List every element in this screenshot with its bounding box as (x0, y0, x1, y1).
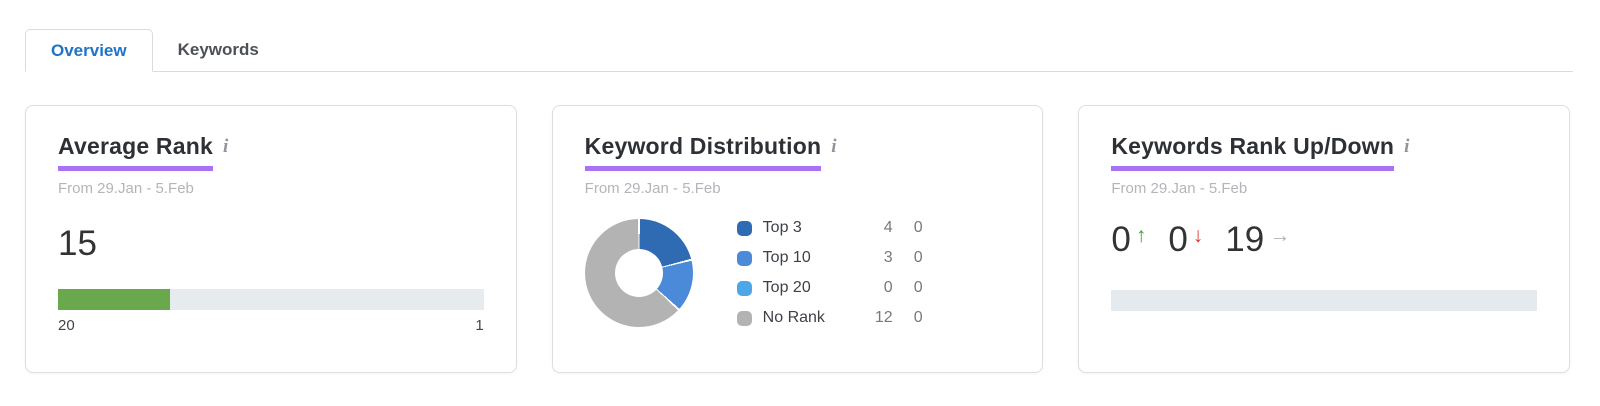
tab-keywords-label: Keywords (177, 39, 259, 59)
keywords-rank-metrics: 0 ↑ 0 ↓ 19 → (1111, 221, 1537, 259)
right-arrow-icon: → (1269, 224, 1291, 247)
keyword-distribution-donut (584, 219, 693, 327)
legend-row-top20: Top 20 0 0 (736, 278, 923, 298)
legend-label: Top 10 (762, 249, 811, 266)
average-rank-scale: 20 1 (58, 317, 484, 334)
down-value: 0 (1168, 220, 1188, 259)
average-rank-gauge-track (58, 289, 484, 310)
average-rank-title: Average Rank (58, 133, 213, 171)
tab-keywords[interactable]: Keywords (153, 28, 284, 71)
up-arrow-icon: ↑ (1135, 224, 1147, 247)
down-arrow-icon: ↓ (1192, 224, 1204, 247)
legend-label: Top 20 (762, 279, 811, 296)
tab-overview-label: Overview (51, 40, 127, 60)
info-icon[interactable]: i (831, 136, 837, 157)
legend-row-top3: Top 3 4 0 (736, 218, 923, 238)
average-rank-title-row: Average Rank i (58, 133, 484, 171)
legend-row-norank: No Rank 12 0 (736, 308, 923, 328)
legend-row-top10: Top 10 3 0 (736, 248, 923, 268)
tab-overview[interactable]: Overview (25, 29, 153, 72)
keywords-rank-date-range: From 29.Jan - 5.Feb (1111, 180, 1248, 197)
keyword-distribution-chart: Top 3 4 0 Top 10 3 0 Top 20 0 0 (584, 218, 1011, 328)
keywords-rank-card: Keywords Rank Up/Down i From 29.Jan - 5.… (1078, 105, 1571, 373)
legend-count: 4 (883, 219, 893, 236)
legend-label: No Rank (762, 309, 825, 326)
top3-swatch-icon (736, 220, 752, 236)
keyword-distribution-title-row: Keyword Distribution i (584, 133, 1011, 171)
legend-change: 0 (913, 249, 923, 266)
donut-hole (614, 249, 663, 297)
legend-count: 0 (883, 279, 893, 296)
average-rank-date-range: From 29.Jan - 5.Feb (58, 180, 194, 197)
metric-down: 0 ↓ (1168, 221, 1203, 259)
unchanged-value: 19 (1225, 220, 1265, 259)
norank-swatch-icon (736, 310, 752, 326)
top10-swatch-icon (736, 250, 752, 266)
top20-swatch-icon (736, 280, 752, 296)
average-rank-card: Average Rank i From 29.Jan - 5.Feb 15 20… (25, 105, 517, 373)
up-value: 0 (1111, 220, 1131, 259)
metric-unchanged: 19 → (1225, 221, 1290, 259)
scale-min-label: 20 (58, 317, 75, 334)
keywords-rank-empty-track (1111, 290, 1538, 311)
legend-change: 0 (913, 279, 923, 296)
info-icon[interactable]: i (222, 136, 229, 157)
legend-change: 0 (913, 309, 923, 326)
keyword-distribution-card: Keyword Distribution i From 29.Jan - 5.F… (551, 105, 1044, 373)
keyword-distribution-title: Keyword Distribution (584, 133, 822, 171)
tab-bar: Overview Keywords (25, 29, 1573, 72)
legend-label: Top 3 (762, 219, 802, 236)
keywords-rank-title: Keywords Rank Up/Down (1111, 133, 1395, 171)
cards-row: Average Rank i From 29.Jan - 5.Feb 15 20… (25, 105, 1571, 373)
keyword-distribution-legend: Top 3 4 0 Top 10 3 0 Top 20 0 0 (736, 218, 923, 328)
legend-change: 0 (913, 219, 923, 236)
info-icon[interactable]: i (1404, 136, 1410, 157)
keywords-rank-title-row: Keywords Rank Up/Down i (1111, 133, 1537, 171)
metric-up: 0 ↑ (1111, 221, 1146, 259)
keyword-distribution-date-range: From 29.Jan - 5.Feb (584, 180, 721, 197)
legend-count: 12 (874, 309, 893, 326)
average-rank-gauge-fill (58, 289, 170, 310)
legend-count: 3 (883, 249, 893, 266)
scale-max-label: 1 (475, 317, 484, 334)
average-rank-value: 15 (58, 224, 97, 263)
